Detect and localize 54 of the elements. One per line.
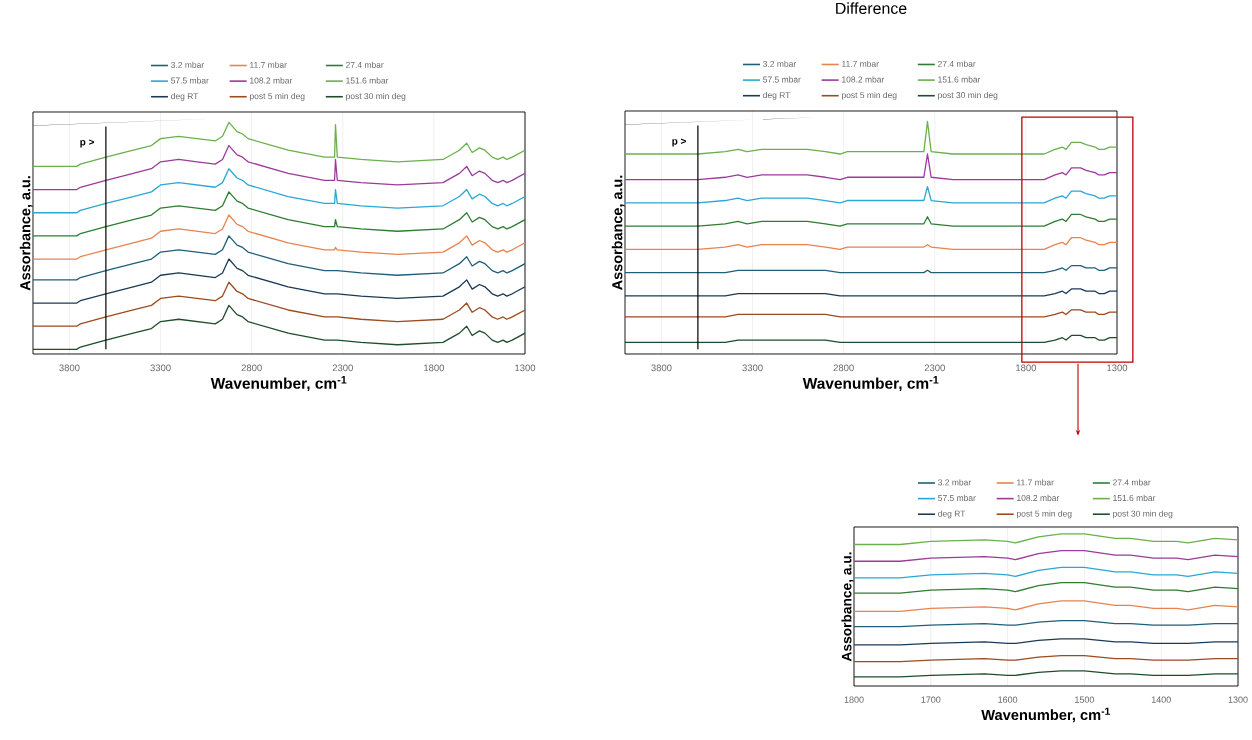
x-tick-label: 2800: [241, 364, 262, 372]
x-tick-label: 3300: [150, 364, 171, 372]
legend-label: 108.2 mbar: [1017, 494, 1060, 502]
legend-label: 108.2 mbar: [250, 77, 293, 84]
legend-label: 151.6 mbar: [1113, 494, 1156, 502]
x-axis-title: Wavenumber, cm$^{-1}$: [802, 376, 939, 392]
legend-label: 57.5 mbar: [763, 76, 801, 83]
chart-title: Difference: [836, 2, 907, 15]
legend-label: 151.6 mbar: [938, 76, 981, 83]
x-tick-label: 1300: [515, 364, 536, 372]
x-tick-label: 1500: [1075, 696, 1095, 703]
x-tick-label: 1800: [844, 696, 864, 703]
legend-label: deg RT: [938, 510, 966, 519]
legend-label: 11.7 mbar: [1017, 479, 1054, 486]
x-tick-label: 1400: [1151, 696, 1171, 703]
x-tick-label: 1700: [921, 696, 941, 703]
x-tick-label: 1600: [998, 696, 1018, 703]
legend-label: post 30 min deg: [346, 92, 406, 101]
legend-label: post 5 min deg: [1017, 510, 1072, 519]
legend-label: post 5 min deg: [842, 91, 897, 100]
ref-line-label: p >: [672, 138, 686, 147]
legend-label: 3.2 mbar: [763, 60, 797, 67]
legend-label: post 30 min deg: [938, 91, 998, 100]
x-axis-title: Wavenumber, cm$^{-1}$: [210, 376, 347, 392]
x-axis-title: Wavenumber, cm$^{-1}$: [981, 707, 1110, 723]
legend-label: deg RT: [763, 91, 791, 100]
legend-label: 57.5 mbar: [171, 77, 209, 84]
x-tick-label: 2300: [332, 364, 353, 372]
y-axis-title: Assorbance, a.u.: [841, 552, 854, 662]
legend-label: 11.7 mbar: [842, 60, 879, 67]
legend-label: 57.5 mbar: [938, 494, 976, 502]
legend-label: 27.4 mbar: [1113, 479, 1151, 486]
x-tick-label: 1800: [424, 364, 445, 372]
y-axis-title: Assorbance, a.u.: [19, 176, 33, 291]
legend-label: 108.2 mbar: [842, 76, 885, 83]
legend-label: post 5 min deg: [250, 92, 305, 101]
x-tick-label: 1300: [1107, 364, 1128, 372]
x-tick-label: 3800: [651, 364, 672, 372]
x-tick-label: 1800: [1016, 364, 1037, 372]
legend-label: 3.2 mbar: [171, 61, 204, 68]
legend-label: deg RT: [171, 92, 199, 101]
legend-label: post 30 min deg: [1113, 510, 1173, 519]
legend-label: 3.2 mbar: [938, 479, 972, 486]
x-tick-label: 2800: [833, 364, 854, 372]
legend-label: 151.6 mbar: [346, 77, 389, 84]
legend-label: 11.7 mbar: [250, 61, 287, 68]
x-tick-label: 3800: [59, 364, 80, 372]
x-tick-label: 3300: [742, 364, 763, 372]
legend-label: 27.4 mbar: [938, 60, 976, 67]
ref-line-label: p >: [80, 139, 94, 148]
x-tick-label: 2300: [924, 364, 945, 372]
y-axis-title: Assorbance, a.u.: [611, 175, 625, 290]
legend-label: 27.4 mbar: [346, 61, 384, 68]
x-tick-label: 1300: [1228, 696, 1248, 703]
